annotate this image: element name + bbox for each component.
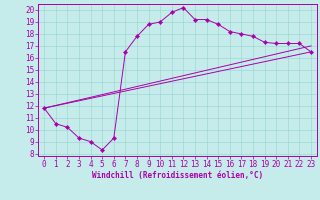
- X-axis label: Windchill (Refroidissement éolien,°C): Windchill (Refroidissement éolien,°C): [92, 171, 263, 180]
